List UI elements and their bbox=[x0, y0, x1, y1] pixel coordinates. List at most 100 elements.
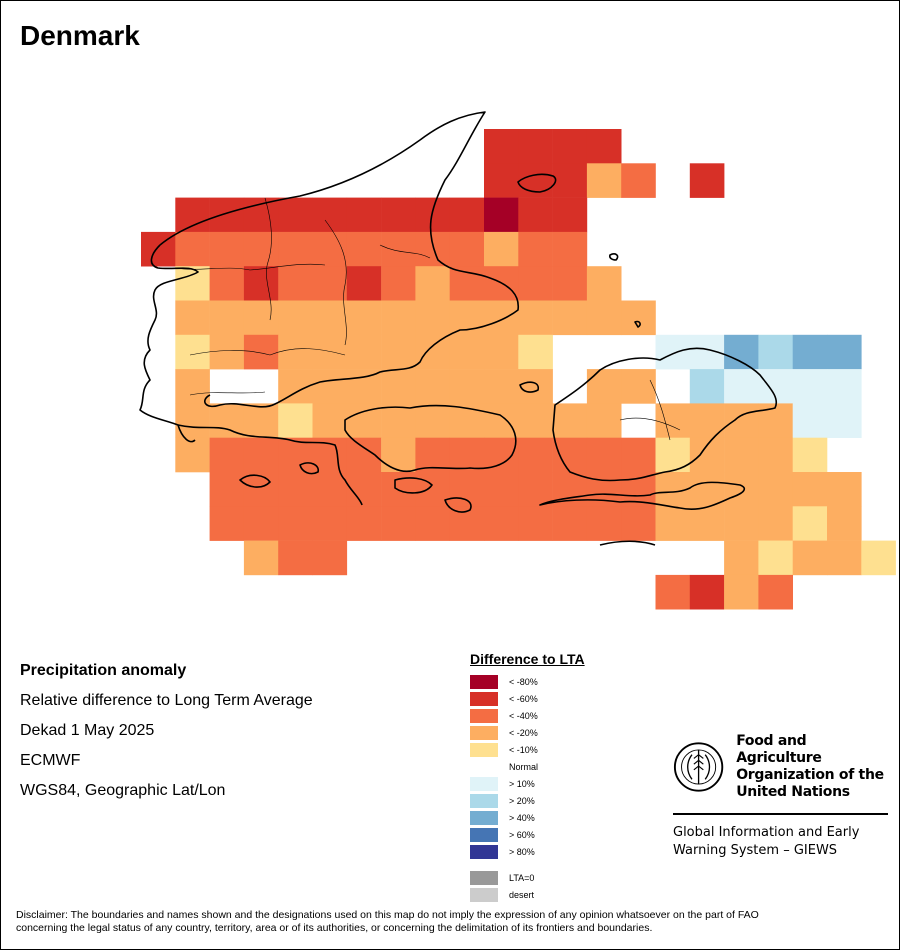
anomaly-cell bbox=[827, 334, 862, 370]
disclaimer: Disclaimer: The boundaries and names sho… bbox=[16, 909, 886, 935]
anomaly-cell bbox=[209, 403, 245, 438]
anomaly-cell bbox=[518, 300, 553, 336]
disclaimer-line-1: Disclaimer: The boundaries and names sho… bbox=[16, 909, 759, 921]
anomaly-cell bbox=[415, 369, 450, 404]
anomaly-cell bbox=[484, 403, 519, 438]
anomaly-cell bbox=[484, 129, 519, 164]
anomaly-cell bbox=[243, 540, 279, 576]
giews-line-2: Warning System – GIEWS bbox=[673, 843, 838, 858]
giews-name: Global Information and Early Warning Sys… bbox=[673, 824, 888, 860]
anomaly-cell bbox=[586, 369, 622, 404]
anomaly-cell bbox=[209, 266, 245, 301]
anomaly-cell bbox=[449, 197, 485, 233]
anomaly-cell bbox=[415, 437, 450, 473]
legend: Difference to LTA < -80% < -60% < -40% < -2… bbox=[470, 651, 585, 903]
anomaly-cell bbox=[312, 506, 348, 541]
legend-label: Normal bbox=[509, 761, 539, 772]
anomaly-cell bbox=[518, 369, 553, 404]
anomaly-cell bbox=[552, 437, 588, 473]
anomaly-cell bbox=[243, 437, 279, 473]
anomaly-cell bbox=[381, 231, 416, 267]
anomaly-cell bbox=[484, 231, 519, 267]
anomaly-cell bbox=[243, 266, 279, 301]
legend-extra-items: LTA=0 desert bbox=[470, 869, 585, 903]
anomaly-cell bbox=[346, 266, 382, 301]
anomaly-cell bbox=[586, 300, 622, 336]
anomaly-cell bbox=[381, 369, 416, 404]
anomaly-cell bbox=[621, 506, 656, 541]
legend-label: < -80% bbox=[509, 676, 538, 687]
anomaly-cell bbox=[381, 506, 416, 541]
anomaly-cell bbox=[346, 437, 382, 473]
anomaly-cell bbox=[518, 506, 553, 541]
anomaly-cell bbox=[278, 334, 313, 370]
anomaly-cell bbox=[484, 197, 519, 233]
anomaly-cell bbox=[758, 540, 793, 576]
legend-item-4: < -10% bbox=[470, 741, 585, 758]
anomaly-cell bbox=[518, 266, 553, 301]
anomaly-cell bbox=[518, 231, 553, 267]
info-line-2: Dekad 1 May 2025 bbox=[20, 722, 155, 739]
anomaly-cell bbox=[209, 472, 245, 507]
legend-item-0: < -80% bbox=[470, 673, 585, 690]
anomaly-cell bbox=[655, 403, 691, 438]
fao-logo-icon bbox=[673, 742, 724, 792]
anomaly-cell bbox=[484, 506, 519, 541]
anomaly-cell bbox=[415, 506, 450, 541]
anomaly-cell bbox=[758, 574, 793, 610]
anomaly-cell bbox=[278, 472, 313, 507]
anomaly-cell bbox=[758, 472, 793, 507]
legend-label: > 60% bbox=[509, 829, 535, 840]
anomaly-cell bbox=[724, 437, 759, 473]
anomaly-cell bbox=[278, 540, 313, 576]
coastline bbox=[139, 111, 778, 546]
legend-label: > 80% bbox=[509, 846, 535, 857]
legend-item-3: < -20% bbox=[470, 724, 585, 741]
anomaly-cell bbox=[586, 163, 622, 198]
anomaly-cell bbox=[827, 540, 862, 576]
anomaly-cell bbox=[689, 369, 725, 404]
anomaly-cell bbox=[381, 197, 416, 233]
anomaly-cell bbox=[278, 300, 313, 336]
anomaly-cell bbox=[689, 437, 725, 473]
fao-name-line-1: Food and Agriculture bbox=[736, 733, 822, 766]
anomaly-cell bbox=[724, 369, 759, 404]
anomaly-cell bbox=[278, 437, 313, 473]
anomaly-cell bbox=[827, 369, 862, 404]
legend-label: < -60% bbox=[509, 693, 538, 704]
anomaly-cell bbox=[552, 129, 588, 164]
anomaly-cell bbox=[278, 403, 313, 438]
fao-block: Food and Agriculture Organization of the… bbox=[673, 733, 888, 860]
info-heading: Precipitation anomaly bbox=[20, 662, 187, 679]
anomaly-cell bbox=[758, 403, 793, 438]
anomaly-cell bbox=[552, 300, 588, 336]
anomaly-cell bbox=[518, 472, 553, 507]
legend-swatch bbox=[470, 844, 498, 859]
anomaly-cell bbox=[586, 403, 622, 438]
anomaly-cell bbox=[758, 437, 793, 473]
anomaly-cell bbox=[243, 197, 279, 233]
anomaly-cell bbox=[518, 197, 553, 233]
anomaly-cell bbox=[655, 506, 691, 541]
anomaly-cell bbox=[552, 197, 588, 233]
anomaly-cell bbox=[689, 506, 725, 541]
anomaly-cell bbox=[621, 369, 656, 404]
anomaly-cell bbox=[175, 197, 210, 233]
anomaly-cell bbox=[243, 472, 279, 507]
anomaly-cell bbox=[655, 574, 691, 610]
anomaly-cell bbox=[209, 231, 245, 267]
legend-label: < -10% bbox=[509, 744, 538, 755]
anomaly-cell bbox=[861, 540, 896, 576]
anomaly-cell bbox=[621, 437, 656, 473]
anomaly-cell bbox=[792, 403, 828, 438]
anomaly-cell bbox=[312, 334, 348, 370]
legend-item-7: > 20% bbox=[470, 792, 585, 809]
info-line-3: ECMWF bbox=[20, 752, 81, 769]
anomaly-cell bbox=[381, 437, 416, 473]
anomaly-cell bbox=[655, 334, 691, 370]
anomaly-cell bbox=[724, 540, 759, 576]
anomaly-cell bbox=[792, 540, 828, 576]
anomaly-cell bbox=[689, 574, 725, 610]
internal-boundaries bbox=[174, 197, 681, 441]
anomaly-cell bbox=[415, 300, 450, 336]
